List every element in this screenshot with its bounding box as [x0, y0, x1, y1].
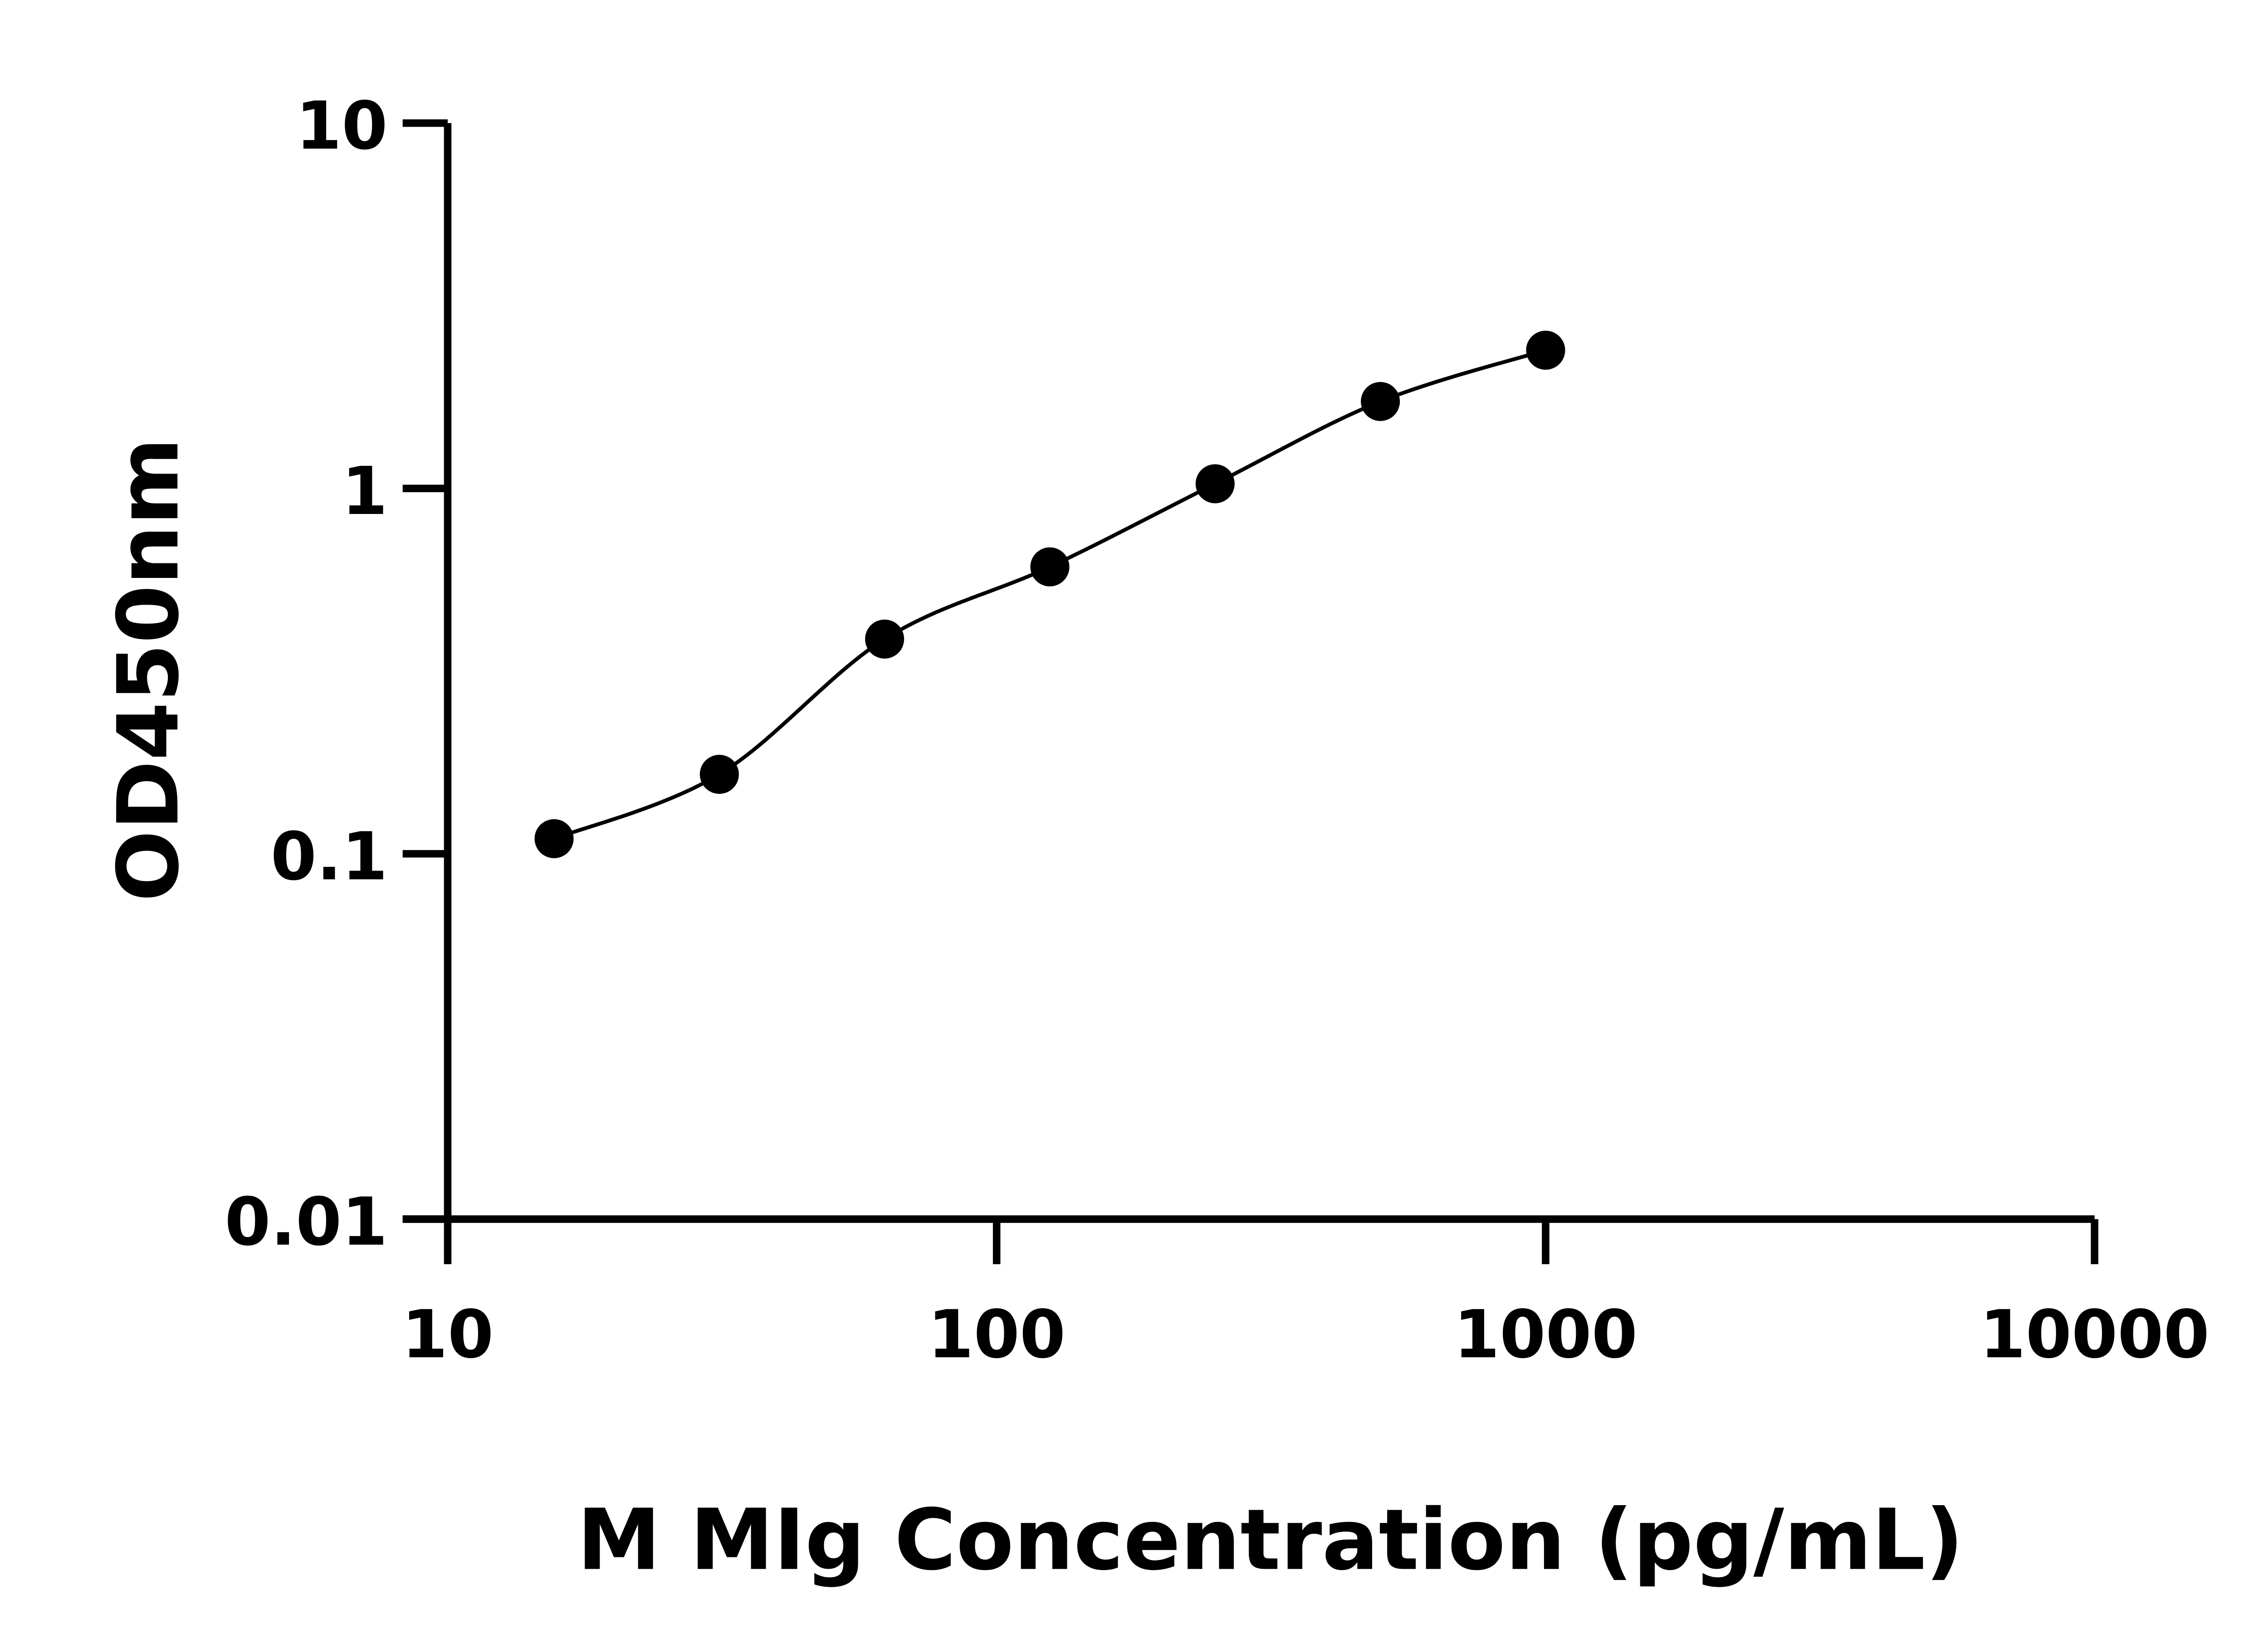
- data-point: [699, 754, 739, 794]
- x-axis-label: M MIg Concentration (pg/mL): [577, 1491, 1964, 1589]
- x-tick-label: 10: [402, 1296, 494, 1373]
- axes: [402, 123, 2095, 1264]
- y-tick-label: 10: [296, 88, 388, 165]
- data-points: [534, 330, 1565, 858]
- y-tick-label: 1: [342, 453, 387, 530]
- data-point: [1361, 382, 1400, 421]
- y-axis-label: OD450nm: [99, 437, 197, 901]
- data-point: [534, 819, 574, 858]
- y-tick-label: 0.01: [225, 1184, 387, 1261]
- ticks: 10 100 1000 10000 0.01 0.1 1 10: [225, 88, 2209, 1373]
- data-point: [865, 619, 904, 659]
- x-tick-label: 100: [928, 1296, 1066, 1373]
- y-tick-label: 0.1: [271, 818, 388, 895]
- data-point: [1526, 330, 1565, 370]
- data-point: [1030, 547, 1070, 587]
- data-point: [1195, 464, 1235, 504]
- x-tick-label: 1000: [1454, 1296, 1637, 1373]
- x-tick-label: 10000: [1980, 1296, 2209, 1373]
